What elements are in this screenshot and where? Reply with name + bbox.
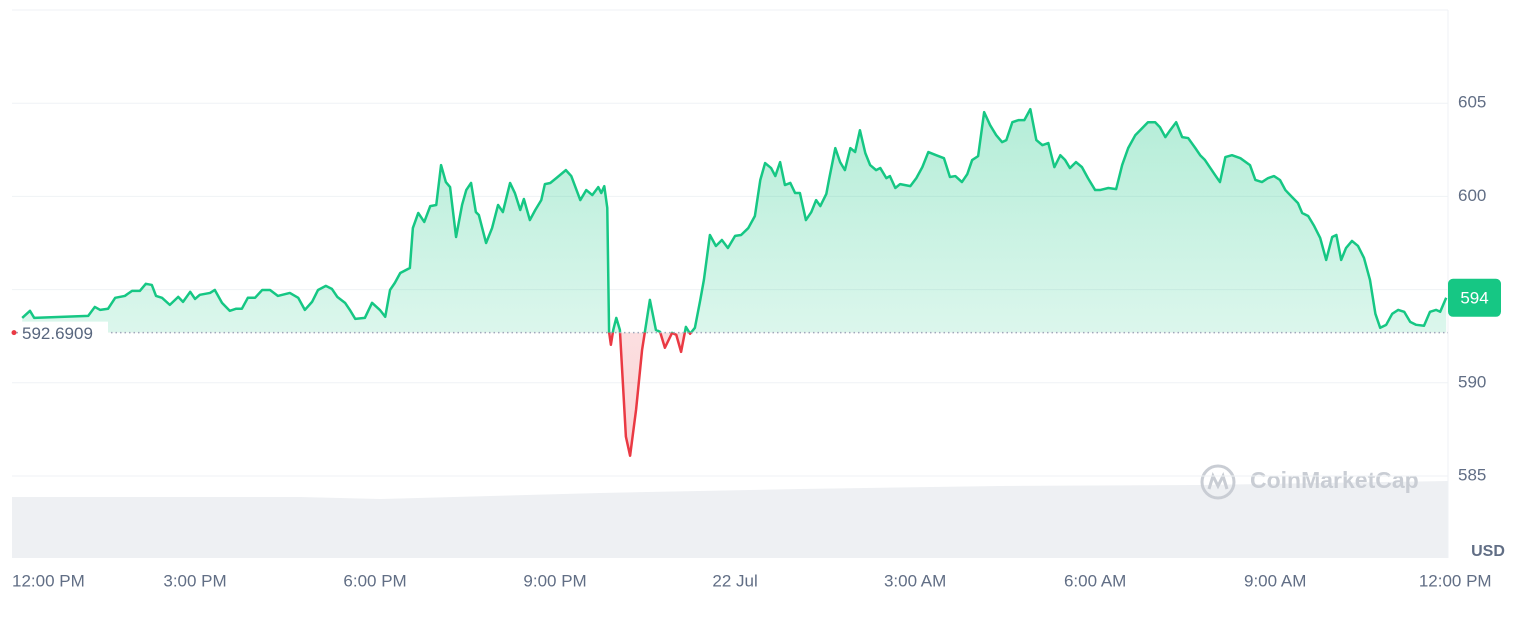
y-tick-label: 585 [1458,465,1486,484]
y-tick-label: 600 [1458,186,1486,205]
x-tick-label: 12:00 PM [12,571,85,590]
x-tick-label: 22 Jul [712,571,757,590]
x-tick-label: 9:00 AM [1244,571,1306,590]
watermark-logo [1200,464,1236,500]
x-tick-label: 3:00 AM [884,571,946,590]
x-tick-label: 3:00 PM [163,571,226,590]
x-tick-label: 6:00 PM [343,571,406,590]
area-up [22,109,1447,333]
baseline-label-bg [18,321,108,344]
volume-area [12,481,1448,558]
baseline-label: 592.6909 [22,324,93,343]
area-down [609,332,692,456]
price-badge [1448,278,1501,317]
baseline-dot [11,330,17,336]
watermark: CoinMarketCap [1250,467,1419,493]
price-line-up [21,107,1448,333]
x-tick-label: 12:00 PM [1419,571,1492,590]
x-tick-label: 6:00 AM [1064,571,1126,590]
x-tick-label: 9:00 PM [523,571,586,590]
price-badge-label: 594 [1460,288,1488,307]
unit-label: USD [1471,543,1505,560]
y-tick-label: 605 [1458,93,1486,112]
y-tick-label: 590 [1458,372,1486,391]
